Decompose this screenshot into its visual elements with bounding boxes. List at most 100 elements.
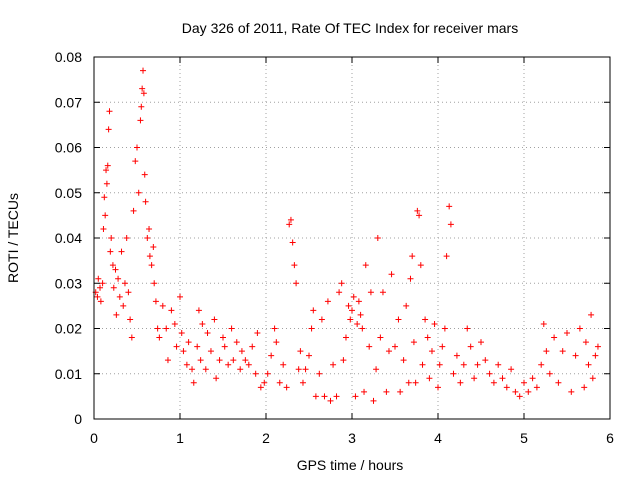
data-point — [228, 325, 235, 332]
data-point — [264, 370, 271, 377]
data-point — [503, 384, 510, 391]
data-point — [410, 339, 417, 346]
data-point — [113, 311, 120, 318]
data-point — [146, 253, 153, 260]
data-point — [568, 388, 575, 395]
data-point — [422, 316, 429, 323]
data-point — [405, 379, 412, 386]
data-point — [594, 343, 601, 350]
data-point — [101, 194, 108, 201]
data-point — [340, 357, 347, 364]
data-point — [249, 343, 256, 350]
data-point — [154, 325, 161, 332]
data-point — [103, 167, 110, 174]
data-point — [271, 325, 278, 332]
data-point — [338, 280, 345, 287]
data-point — [173, 343, 180, 350]
data-point — [110, 284, 117, 291]
data-point — [426, 375, 433, 382]
data-point — [164, 357, 171, 364]
data-point — [312, 393, 319, 400]
data-point — [94, 293, 101, 300]
y-tick-label: 0.02 — [55, 321, 82, 337]
data-point — [202, 366, 209, 373]
data-point — [178, 330, 185, 337]
data-point — [424, 334, 431, 341]
data-point — [588, 311, 595, 318]
data-point — [490, 379, 497, 386]
data-point — [97, 298, 104, 305]
data-point — [189, 366, 196, 373]
data-point — [230, 357, 237, 364]
data-point — [211, 316, 218, 323]
data-point — [308, 325, 315, 332]
data-point — [105, 126, 112, 133]
data-point — [416, 212, 423, 219]
data-point — [441, 325, 448, 332]
data-point — [287, 216, 294, 223]
data-point — [478, 339, 484, 346]
data-point — [546, 370, 553, 377]
data-point — [495, 361, 502, 368]
data-point — [400, 357, 407, 364]
data-point — [306, 352, 312, 359]
data-point — [139, 85, 146, 92]
data-point — [127, 316, 134, 323]
data-point — [168, 307, 175, 314]
data-point — [137, 117, 144, 124]
y-tick-label: 0.07 — [55, 94, 82, 110]
data-point — [474, 361, 481, 368]
data-point — [310, 307, 317, 314]
data-point — [156, 334, 163, 341]
data-point — [543, 348, 550, 355]
data-point — [225, 361, 232, 368]
data-point — [150, 244, 157, 251]
data-point — [183, 361, 190, 368]
data-point — [142, 198, 149, 205]
data-point — [233, 339, 240, 346]
data-point — [261, 379, 268, 386]
data-point — [121, 280, 128, 287]
data-point — [151, 280, 158, 287]
data-point — [412, 379, 419, 386]
data-point — [450, 370, 457, 377]
data-point — [460, 361, 467, 368]
data-point — [130, 207, 137, 214]
data-point — [146, 225, 153, 232]
data-point — [540, 320, 547, 327]
y-tick-label: 0.04 — [55, 230, 82, 246]
data-point — [529, 375, 536, 382]
data-point — [134, 144, 140, 151]
data-point — [585, 361, 592, 368]
data-point — [115, 275, 122, 282]
data-point — [295, 366, 302, 373]
data-point — [180, 348, 187, 355]
data-point — [95, 275, 102, 282]
data-point — [138, 103, 145, 110]
y-tick-label: 0.01 — [55, 366, 82, 382]
x-axis-label: GPS time / hours — [297, 457, 404, 473]
data-point — [318, 316, 325, 323]
data-point — [257, 384, 264, 391]
data-point — [555, 379, 562, 386]
data-point — [242, 357, 249, 364]
data-point — [366, 343, 373, 350]
data-point — [238, 348, 245, 355]
x-tick-label: 0 — [90, 430, 98, 446]
data-point — [589, 375, 596, 382]
data-point — [177, 293, 183, 300]
data-point — [457, 379, 464, 386]
data-point — [345, 302, 352, 309]
data-point — [302, 366, 309, 373]
data-point — [276, 379, 283, 386]
x-tick-label: 3 — [348, 430, 356, 446]
data-point — [195, 307, 202, 314]
data-point — [435, 384, 441, 391]
data-point — [135, 189, 142, 196]
data-point — [333, 393, 340, 400]
data-point — [499, 375, 506, 382]
data-point — [512, 388, 519, 395]
chart-title: Day 326 of 2011, Rate Of TEC Index for r… — [182, 20, 518, 36]
data-point — [572, 352, 579, 359]
